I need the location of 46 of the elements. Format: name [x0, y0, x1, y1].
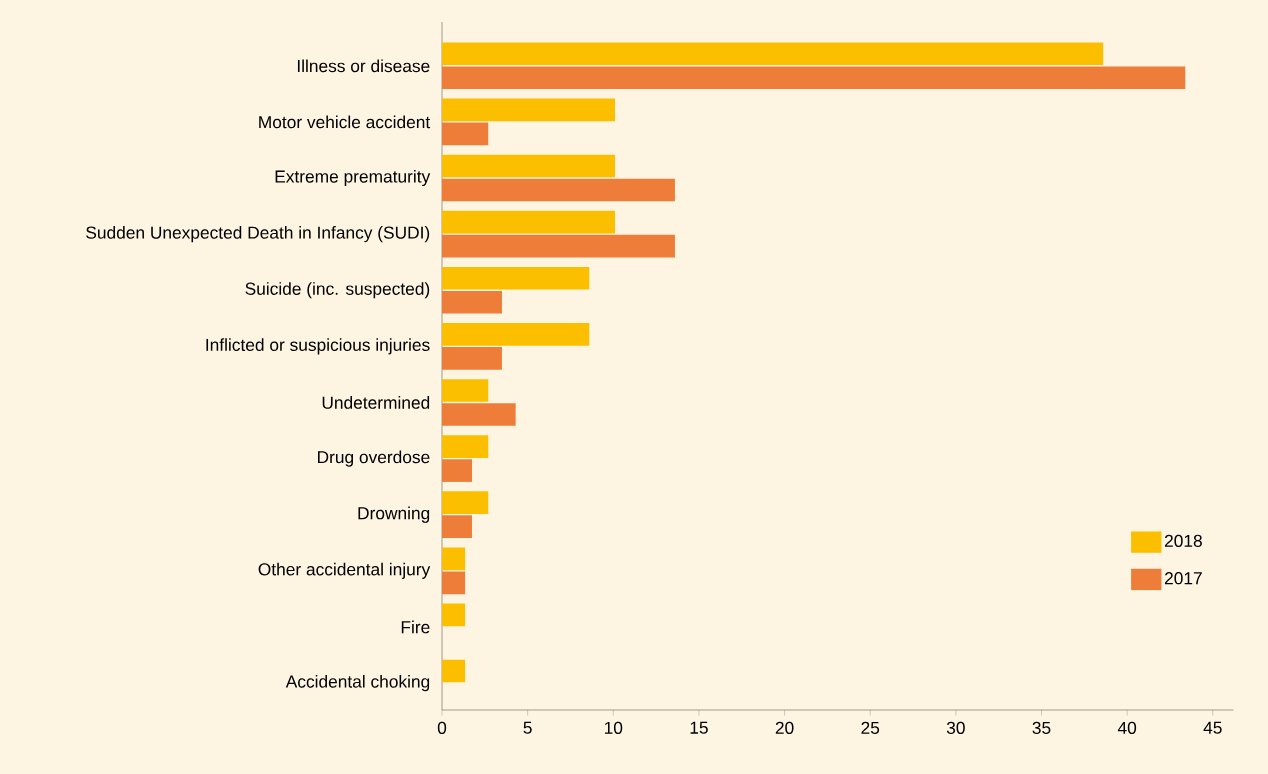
y-tick-label: Accidental choking: [285, 674, 430, 692]
bar: [442, 347, 502, 370]
y-tick-label: Illness or disease: [297, 59, 430, 73]
y-tick-label: Motor vehicle accident: [259, 115, 431, 129]
x-tick-label: 0: [437, 721, 447, 734]
bar: [442, 66, 1186, 90]
bar: [442, 122, 489, 146]
bar: [442, 435, 489, 458]
bar: [442, 323, 590, 346]
bar: [442, 98, 615, 122]
y-tick-label: Other accidental injury: [258, 562, 431, 579]
bar: [442, 379, 489, 402]
bar: [442, 547, 466, 571]
y-tick-label: Undetermined: [322, 396, 430, 409]
bar: [442, 571, 466, 595]
bar: [442, 178, 675, 202]
y-tick-label: Drowning: [358, 506, 430, 523]
legend-label: 2017: [1164, 572, 1202, 585]
y-tick-label: Drug overdose: [318, 450, 430, 467]
y-tick-label: Sudden Unexpected Death in Infancy (SUDI): [86, 226, 430, 243]
x-tick-label: 5: [523, 721, 532, 734]
y-tick-label: Extreme prematurity: [275, 169, 431, 187]
bar: [442, 266, 590, 290]
y-tick-label: Inflicted or suspicious injuries: [206, 338, 430, 355]
bar: [442, 659, 466, 683]
x-tick-label: 45: [1203, 721, 1222, 734]
x-tick-label: 10: [604, 721, 623, 734]
bar: [442, 234, 675, 258]
bar: [442, 491, 489, 515]
x-tick-label: 35: [1032, 721, 1051, 734]
bar: [442, 210, 615, 234]
bar: [442, 459, 472, 482]
legend-label: 2018: [1164, 534, 1202, 548]
x-tick-label: 40: [1117, 721, 1137, 734]
bar: [442, 515, 472, 539]
x-tick-label: 15: [690, 721, 708, 734]
bar: [442, 42, 1104, 66]
y-tick-label: Suicide (inc. suspected): [245, 282, 430, 299]
bar: [442, 603, 466, 627]
y-tick-label: Fire: [401, 620, 430, 634]
x-tick-label: 20: [775, 721, 794, 734]
x-tick-label: 30: [946, 721, 965, 734]
bar: [442, 403, 516, 426]
x-tick-label: 25: [861, 721, 880, 734]
bar: [442, 290, 502, 314]
bar: [442, 154, 615, 178]
